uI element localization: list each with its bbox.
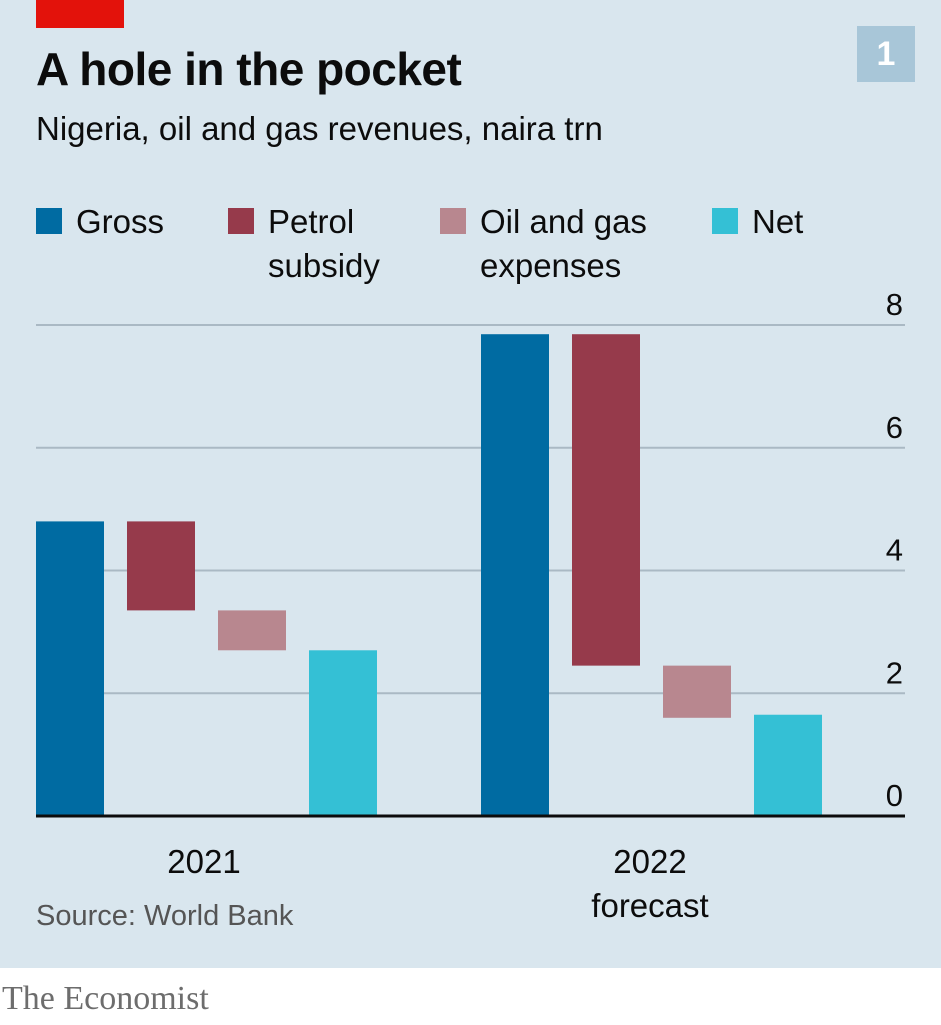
legend-label-oil-gas-expenses: Oil and gas expenses [480, 203, 647, 284]
source-note: Source: World Bank [36, 900, 294, 932]
legend-item-petrol-subsidy: Petrol subsidy [228, 200, 380, 288]
x-category-label-1: 2022 forecast [591, 843, 708, 924]
y-tick-label-2: 2 [886, 655, 903, 690]
y-tick-label-0: 0 [886, 778, 903, 813]
x-category-label-line: forecast [591, 887, 708, 924]
bar-net-0 [309, 650, 377, 816]
chart-subtitle: Nigeria, oil and gas revenues, naira trn [36, 110, 603, 147]
chart-number-badge: 1 [857, 26, 915, 82]
waterfall-chart: 0 2 4 6 8 2021 2022 forecast [36, 287, 905, 924]
x-category-label-line: 2021 [167, 843, 240, 880]
legend-item-oil-gas-expenses: Oil and gas expenses [440, 200, 647, 288]
legend-item-net: Net [712, 200, 803, 244]
bar-subsidy-1 [572, 334, 640, 666]
bar-net-1 [754, 714, 822, 816]
legend-label-petrol-subsidy: Petrol subsidy [268, 203, 380, 284]
legend-label-gross: Gross [76, 203, 165, 240]
chart-panel: A hole in the pocket Nigeria, oil and ga… [0, 0, 941, 968]
legend-swatch-petrol-subsidy [228, 208, 254, 234]
y-tick-label-6: 6 [886, 410, 903, 445]
legend-swatch-gross [36, 208, 62, 234]
legend-item-gross: Gross [36, 200, 164, 244]
legend-label-net: Net [752, 203, 804, 240]
chart-title: A hole in the pocket [36, 43, 462, 95]
bar-gross-1 [481, 334, 549, 816]
legend-swatch-net [712, 208, 738, 234]
bar-expenses-1 [663, 665, 731, 718]
bar-expenses-0 [218, 610, 286, 651]
legend-swatch-oil-gas-expenses [440, 208, 466, 234]
x-category-label-0: 2021 [167, 843, 240, 880]
y-tick-label-8: 8 [886, 287, 903, 322]
brand-red-tag [36, 0, 124, 28]
y-tick-label-4: 4 [886, 533, 903, 568]
bar-subsidy-0 [127, 521, 195, 611]
x-category-label-line: 2022 [613, 843, 686, 880]
bar-gross-0 [36, 521, 104, 816]
publisher-logo: The Economist [2, 980, 209, 1017]
